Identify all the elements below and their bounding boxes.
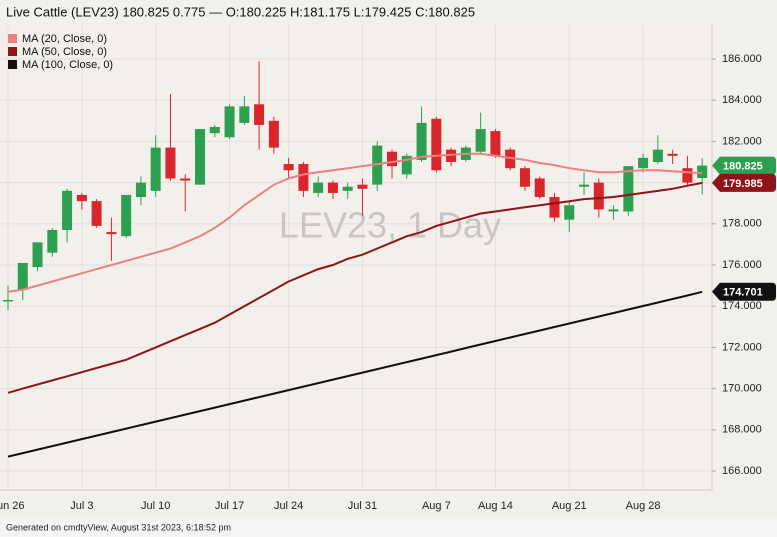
candle-body (608, 209, 619, 212)
candle-body (387, 151, 398, 167)
y-tick-label: 168.000 (722, 424, 762, 436)
candle-body (652, 149, 663, 163)
x-tick-label: Jul 24 (274, 500, 303, 512)
y-tick-label: 182.000 (722, 135, 762, 147)
candle-body (268, 120, 279, 148)
price-tag-label: 179.985 (723, 178, 763, 190)
candle-body (165, 147, 176, 179)
candle-body (17, 262, 28, 290)
candle-body (106, 232, 117, 235)
price-tag-label: 174.701 (723, 287, 763, 299)
candle-body (593, 182, 604, 210)
candle-body (135, 182, 146, 198)
candle-body (446, 149, 457, 163)
grid (0, 25, 712, 490)
candle-body (401, 155, 412, 175)
candle-body (195, 129, 206, 185)
candle-body (47, 229, 58, 253)
price-tag (712, 156, 776, 175)
y-tick-label: 186.000 (722, 53, 762, 65)
legend-label: MA (20, Close, 0) (22, 33, 107, 45)
candle-body (180, 178, 191, 181)
candle-body (579, 184, 590, 187)
candle-body (254, 104, 265, 125)
x-tick-label: Jul 17 (215, 500, 244, 512)
ma-line (7, 290, 703, 458)
price-tag (712, 173, 776, 192)
legend-swatch (8, 34, 17, 43)
y-tick-label: 184.000 (722, 94, 762, 106)
candle-body (327, 182, 338, 193)
candle-body (239, 106, 250, 123)
watermark: LEV23, 1 Day (279, 205, 501, 246)
x-tick-label: Aug 28 (626, 500, 661, 512)
candle-body (357, 184, 368, 189)
footer-bar (0, 518, 777, 537)
candle-body (549, 197, 560, 218)
candle-body (62, 190, 73, 230)
x-tick-label: Jul 31 (348, 500, 377, 512)
candle-body (534, 178, 545, 198)
candle-body (638, 157, 649, 169)
candle-body (505, 149, 516, 169)
chart-title: Live Cattle (LEV23) 180.825 0.775 — O:18… (6, 4, 475, 19)
y-tick-label: 166.000 (722, 465, 762, 477)
candle-body (313, 182, 324, 193)
ma-line (7, 181, 703, 394)
candle-body (519, 168, 530, 187)
legend-label: MA (50, Close, 0) (22, 46, 107, 58)
candle-body (342, 186, 353, 191)
y-tick-label: 176.000 (722, 259, 762, 271)
plot (3, 61, 708, 458)
candle-body (224, 106, 235, 138)
candle-body (431, 118, 442, 171)
ma-line (7, 152, 703, 293)
candle-body (416, 122, 427, 160)
x-tick-label: Jun 26 (0, 500, 25, 512)
x-tick-label: Jul 10 (141, 500, 170, 512)
y-tick-label: 172.000 (722, 341, 762, 353)
x-tick-label: Aug 14 (478, 500, 513, 512)
legend-swatch (8, 60, 17, 69)
candle-body (91, 201, 102, 226)
candle-body (209, 126, 220, 134)
x-tick-label: Aug 21 (552, 500, 587, 512)
candle-body (150, 147, 161, 191)
x-tick-label: Aug 7 (422, 500, 451, 512)
candle-body (76, 194, 87, 202)
y-tick-label: 170.000 (722, 383, 762, 395)
candle-body (623, 166, 634, 212)
price-tag (712, 282, 776, 301)
candle-body (667, 153, 678, 156)
legend: MA (20, Close, 0)MA (50, Close, 0)MA (10… (8, 33, 113, 71)
legend-swatch (8, 47, 17, 56)
x-tick-label: Jul 3 (70, 500, 93, 512)
candle-body (475, 129, 486, 152)
candle-body (490, 131, 501, 156)
candle-body (682, 168, 693, 183)
candle-body (3, 300, 13, 302)
y-tick-label: 178.000 (722, 218, 762, 230)
footer: Generated on cmdtyView, August 31st 2023… (6, 522, 231, 532)
price-tag-label: 180.825 (723, 161, 763, 173)
candle-body (564, 205, 575, 220)
candle-body (32, 242, 43, 268)
candle-body (298, 164, 309, 191)
legend-label: MA (100, Close, 0) (22, 59, 113, 71)
candle-body (121, 194, 132, 237)
candle-body (283, 164, 294, 171)
y-tick-label: 174.000 (722, 300, 762, 312)
candle-body (697, 165, 708, 178)
